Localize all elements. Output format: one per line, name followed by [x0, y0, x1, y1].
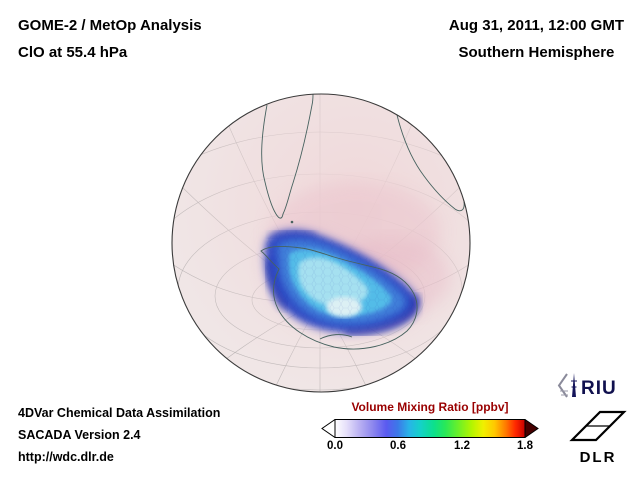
clo-enhanced-region [264, 229, 419, 336]
header-right: Aug 31, 2011, 12:00 GMT Southern Hemisph… [449, 12, 624, 66]
riu-spire-icon [572, 373, 576, 397]
riu-spire-bars-icon [571, 380, 577, 388]
colorbar-tick-1: 0.6 [390, 440, 406, 452]
colorbar-tick-3: 1.8 [517, 440, 533, 452]
footer-line-version: SACADA Version 2.4 [18, 428, 141, 442]
hemisphere-map [171, 93, 471, 393]
riu-logo-text: RIU [581, 378, 617, 399]
colorbar-tick-2: 1.2 [454, 440, 470, 452]
antarctica-ice-shelf-line [319, 334, 353, 340]
analysis-datetime: Aug 31, 2011, 12:00 GMT [448, 17, 624, 34]
colorbar: Volume Mixing Ratio [ppbv] 0.0 0.6 1.2 1… [318, 400, 542, 456]
colorbar-tick-0: 0.0 [327, 440, 343, 452]
footer: 4DVar Chemical Data Assimilation SACADA … [18, 402, 220, 468]
colorbar-title: Volume Mixing Ratio [ppbv] [351, 400, 509, 414]
coastlines [260, 94, 470, 350]
dlr-signet-icon [569, 410, 627, 442]
globe-outline [171, 93, 471, 393]
dlr-logo-text: DLR [580, 449, 617, 466]
analysis-title: GOME-2 / MetOp Analysis [18, 17, 202, 34]
riu-logo: RIU [557, 373, 617, 399]
colorbar-under-arrow [321, 419, 336, 438]
falkland-islands [290, 220, 294, 224]
header-left: GOME-2 / MetOp Analysis ClO at 55.4 hPa [18, 12, 202, 66]
antarctica-coast [260, 246, 418, 350]
riu-chevron-icon [557, 373, 568, 398]
south-america-coast [261, 94, 314, 219]
colorbar-tick-labels: 0.0 0.6 1.2 1.8 [318, 440, 542, 456]
colorbar-over-arrow [524, 419, 539, 438]
analysis-species: ClO at 55.4 hPa [18, 44, 128, 61]
riu-waves-icon [560, 390, 568, 396]
footer-line-url: http://wdc.dlr.de [18, 450, 114, 464]
analysis-hemisphere: Southern Hemisphere [458, 44, 615, 61]
clo-hex-cells [265, 230, 418, 333]
colorbar-scale [321, 419, 539, 438]
colorbar-gradient-body [334, 419, 526, 438]
dlr-logo: DLR [569, 410, 627, 466]
footer-line-assimilation: 4DVar Chemical Data Assimilation [18, 406, 221, 420]
africa-coast [396, 114, 470, 212]
